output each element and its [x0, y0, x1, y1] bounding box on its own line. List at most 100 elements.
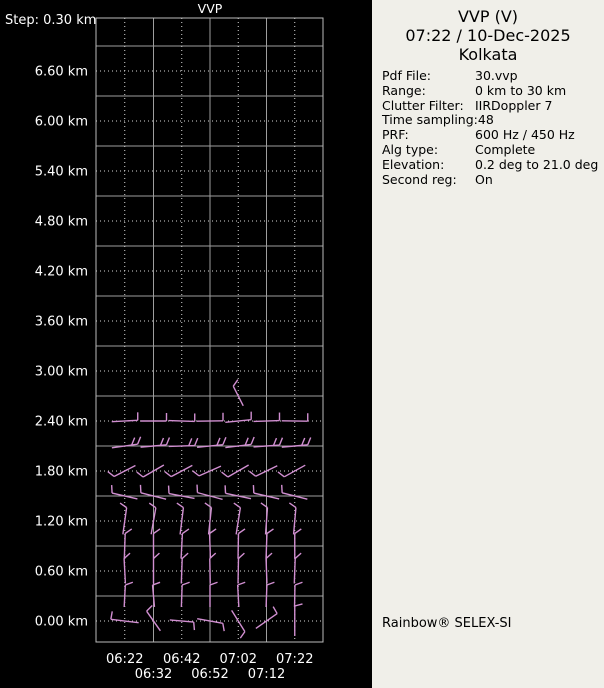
- y-axis-label: 0.00 km: [35, 615, 88, 630]
- product-datetime: 07:22 / 10-Dec-2025: [405, 26, 571, 45]
- wind-barb-staff: [225, 418, 252, 424]
- wind-barb-staff: [225, 443, 252, 449]
- detail-label: Pdf File:: [382, 68, 431, 83]
- wind-barb-tick: [125, 581, 134, 586]
- product-name: VVP (V): [457, 7, 519, 26]
- x-axis-label: 07:12: [248, 667, 285, 682]
- wind-barb-staff: [198, 465, 222, 477]
- wind-barb-tick: [136, 436, 142, 445]
- wind-barb-tick: [301, 437, 306, 446]
- y-axis-label: 4.20 km: [35, 265, 88, 280]
- wind-barb-staff: [231, 610, 246, 632]
- y-axis-label: 1.80 km: [35, 465, 88, 480]
- wind-barb-tick: [152, 581, 161, 586]
- wind-barb-staff: [111, 443, 138, 449]
- wind-barb-staff: [264, 507, 269, 535]
- wind-barb-staff: [140, 492, 167, 500]
- detail-row: Time sampling: 48: [382, 113, 604, 128]
- wind-barb-tick: [260, 502, 268, 509]
- detail-value: IIRDoppler 7: [475, 97, 553, 113]
- detail-value: 0 km to 30 km: [475, 82, 567, 98]
- detail-row: Pdf File: 30.vvp: [382, 68, 604, 84]
- wind-barb-staff: [265, 558, 268, 584]
- wind-barb-tick: [194, 437, 199, 446]
- wind-barb-tick: [181, 581, 190, 586]
- wind-barb-tick: [266, 528, 274, 535]
- wind-barb-staff: [292, 507, 297, 535]
- wind-barb-staff: [179, 507, 185, 535]
- wind-barb-tick: [272, 437, 278, 446]
- wind-barb-tick: [288, 502, 297, 509]
- detail-label: PRF:: [382, 127, 409, 143]
- wind-barb-tick: [153, 528, 161, 535]
- wind-barb-tick: [221, 471, 229, 478]
- plot-title: VVP: [197, 1, 223, 16]
- wind-barb-tick: [239, 631, 246, 639]
- wind-barb-staff: [197, 491, 223, 501]
- wind-barb-staff: [265, 533, 268, 559]
- wind-barb-staff: [255, 612, 278, 630]
- wind-barb-tick: [250, 436, 255, 445]
- wind-barb-tick: [265, 552, 273, 560]
- wind-barb-tick: [238, 528, 246, 535]
- wind-barb-tick: [146, 605, 153, 612]
- wind-barb-staff: [113, 464, 136, 478]
- wind-barb-tick: [294, 603, 303, 607]
- detail-value: On: [475, 171, 493, 187]
- wind-barb-staff: [281, 444, 308, 448]
- y-axis-label: 1.20 km: [35, 515, 88, 530]
- details-list: Pdf File: 30.vvp Range: 0 km to 30 km Clutte…: [372, 68, 604, 188]
- wind-barb-staff: [232, 385, 244, 407]
- wind-barb-tick: [248, 470, 257, 477]
- wind-barb-tick: [124, 528, 133, 535]
- wind-barb-staff: [150, 507, 157, 535]
- wind-barb-staff: [180, 558, 183, 584]
- y-axis-label: 6.00 km: [35, 115, 88, 130]
- detail-label: Time sampling:: [382, 112, 478, 128]
- wind-barb-tick: [294, 552, 302, 560]
- y-axis-label: 5.40 km: [35, 165, 88, 180]
- wind-barb-tick: [165, 437, 171, 446]
- site-name: Kolkata: [458, 45, 518, 64]
- wind-barb-tick: [233, 502, 241, 509]
- wind-barb-staff: [235, 507, 242, 535]
- wind-barb-staff: [225, 492, 252, 500]
- detail-row: PRF: 600 Hz / 450 Hz: [382, 127, 604, 143]
- y-axis-label: 3.00 km: [35, 365, 88, 380]
- wind-barb-tick: [307, 437, 312, 446]
- detail-label: Elevation:: [382, 156, 445, 172]
- wind-barb-tick: [192, 470, 200, 477]
- detail-label: Second reg:: [382, 171, 457, 187]
- detail-value: 48: [477, 112, 494, 128]
- wind-barb-tick: [107, 470, 115, 478]
- wind-profile-chart: 6.60 km 6.00 km 5.40 km 4.80 km 4.20 km 3.60 …: [35, 17, 324, 682]
- x-axis-label: 06:52: [191, 667, 228, 682]
- wind-barb-staff: [140, 444, 167, 448]
- wind-barb-tick: [277, 471, 285, 478]
- wind-barb-staff: [253, 444, 280, 448]
- wind-barb-tick: [188, 438, 193, 447]
- wind-barb-staff: [208, 533, 212, 559]
- vvp-plot-panel: Step: 0.30 km VVP 6.60 km 6.00 km 5.40 km 4…: [5, 1, 324, 682]
- wind-barb-tick: [209, 552, 217, 560]
- detail-row: Alg type: Complete: [382, 141, 604, 158]
- wind-barb-tick: [232, 379, 239, 387]
- wind-barb-tick: [266, 581, 275, 586]
- detail-value: Complete: [475, 141, 536, 157]
- detail-label: Range:: [382, 82, 426, 98]
- wind-barb-staff: [196, 443, 224, 449]
- wind-barb-staff: [146, 610, 161, 632]
- plot-frame: [95, 17, 324, 643]
- detail-row: Range: 0 km to 30 km: [382, 82, 604, 99]
- detail-value: 30.vvp: [475, 68, 518, 83]
- detail-row: Second reg: On: [382, 171, 604, 188]
- wind-barb-staff: [123, 558, 127, 584]
- wind-barb-staff: [293, 558, 296, 584]
- wind-barb-staff: [169, 619, 194, 623]
- wind-barb-tick: [110, 611, 113, 620]
- wind-barb-tick: [119, 502, 128, 509]
- wind-barb-staff: [111, 419, 138, 423]
- wind-barb-staff: [151, 584, 156, 608]
- wind-barb-tick: [294, 528, 302, 535]
